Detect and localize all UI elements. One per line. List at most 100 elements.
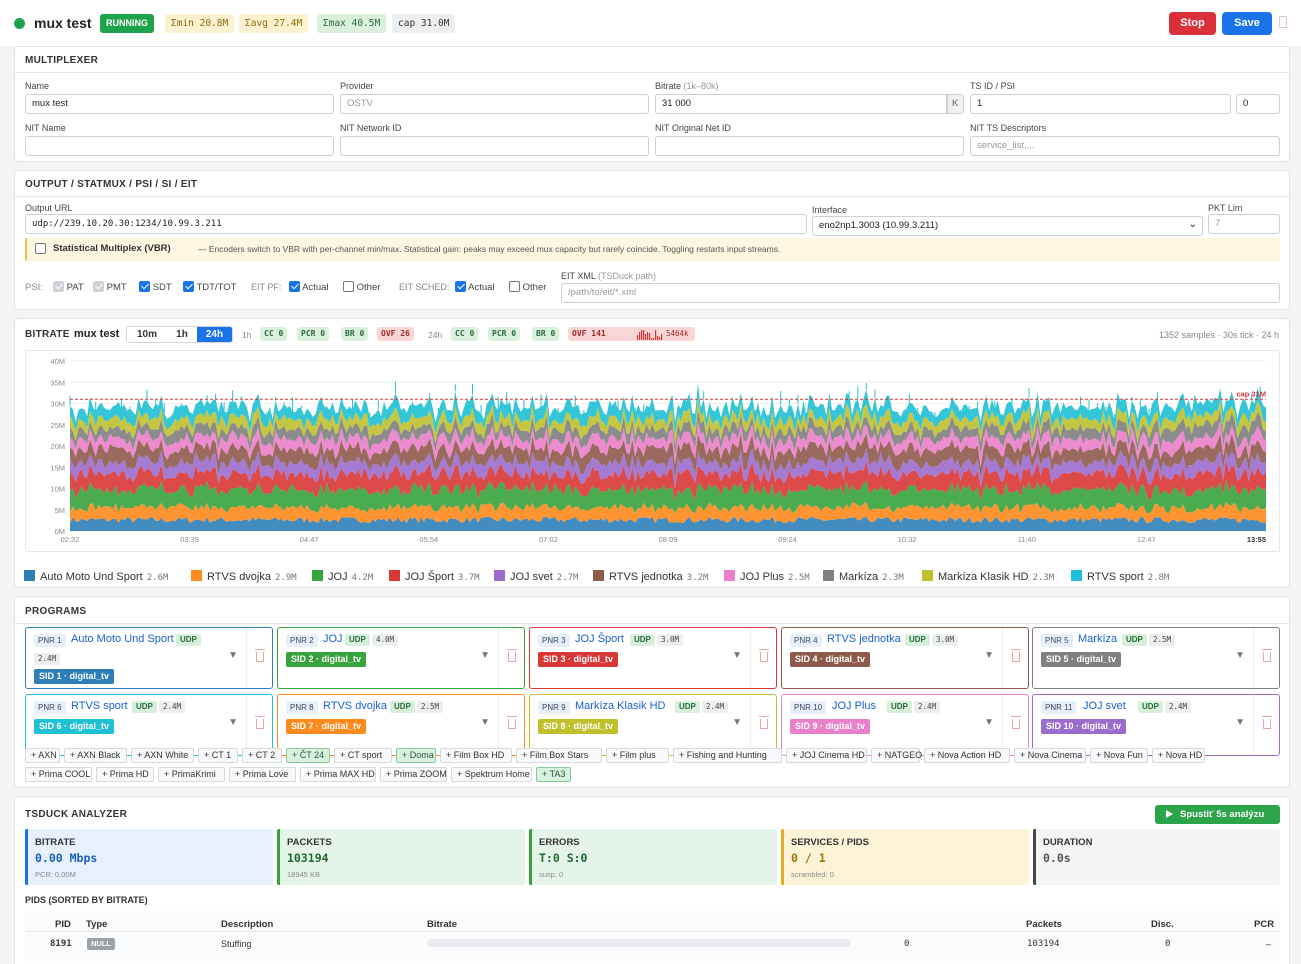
- add-program-button[interactable]: + Nova Action HD: [924, 748, 1010, 763]
- add-program-button[interactable]: + TA3: [536, 767, 571, 782]
- chevron-down-icon[interactable]: ▼: [228, 717, 238, 728]
- remove-program-button[interactable]: [498, 628, 524, 688]
- save-button[interactable]: Save: [1222, 12, 1272, 35]
- legend-item[interactable]: JOJ 4.2M: [312, 570, 373, 583]
- add-program-button[interactable]: + Film plus: [606, 748, 669, 763]
- add-program-button[interactable]: + AXN: [25, 748, 60, 763]
- program-name[interactable]: JOJ Plus: [832, 700, 877, 712]
- add-program-button[interactable]: + CT 1: [198, 748, 238, 763]
- provider-input[interactable]: OSTV: [340, 94, 649, 114]
- add-program-button[interactable]: + Prima Love: [229, 767, 296, 782]
- chevron-down-icon[interactable]: ▼: [984, 650, 994, 661]
- program-name[interactable]: RTVS jednotka: [827, 633, 901, 645]
- add-program-button[interactable]: + Nova Fun: [1090, 748, 1148, 763]
- program-card[interactable]: PNR 3 JOJ Šport UDP 3.0M SID 3 · digital…: [529, 627, 777, 689]
- name-input[interactable]: mux test: [25, 94, 334, 114]
- add-program-button[interactable]: + Prima MAX HD: [300, 767, 376, 782]
- legend-item[interactable]: RTVS sport 2.8M: [1071, 570, 1169, 583]
- add-program-button[interactable]: + Doma: [396, 748, 436, 763]
- program-name[interactable]: JOJ Šport: [575, 633, 624, 645]
- remove-program-button[interactable]: [750, 628, 776, 688]
- legend-item[interactable]: Markíza 2.3M: [823, 570, 904, 583]
- delete-mux-icon[interactable]: [1279, 16, 1287, 28]
- pkt-limit-input[interactable]: 7: [1208, 214, 1280, 234]
- add-program-button[interactable]: + Fishing and Hunting: [673, 748, 782, 763]
- run-analysis-button[interactable]: Spustiť 5s analýzu: [1155, 805, 1280, 824]
- add-program-button[interactable]: + Prima HD: [96, 767, 154, 782]
- tab-1h[interactable]: 1h: [176, 329, 188, 340]
- program-card[interactable]: PNR 1 Auto Moto Und Sport UDP 2.4M SID 1…: [25, 627, 273, 689]
- add-program-button[interactable]: + Prima ZOOM: [380, 767, 447, 782]
- tdt-check[interactable]: TDT/TOT: [183, 281, 236, 293]
- chevron-down-icon[interactable]: ▼: [732, 717, 742, 728]
- remove-program-button[interactable]: [1002, 628, 1028, 688]
- add-program-button[interactable]: + JOJ Cinema HD: [786, 748, 867, 763]
- nit-name-input[interactable]: [25, 136, 334, 156]
- add-program-button[interactable]: + Spektrum Home: [451, 767, 532, 782]
- remove-program-button[interactable]: [246, 628, 272, 688]
- remove-program-button[interactable]: [1253, 695, 1279, 755]
- program-name[interactable]: RTVS dvojka: [323, 700, 387, 712]
- legend-item[interactable]: JOJ Plus 2.5M: [724, 570, 810, 583]
- add-program-button[interactable]: + Prima COOL: [25, 767, 92, 782]
- add-program-button[interactable]: + Nova Cinema: [1014, 748, 1086, 763]
- program-name[interactable]: Markíza: [1078, 633, 1118, 645]
- add-program-button[interactable]: + CT sport: [334, 748, 392, 763]
- program-name[interactable]: JOJ: [323, 633, 343, 645]
- interface-select[interactable]: eno2np1.3003 (10.99.3.211) ⌄: [812, 216, 1203, 236]
- chevron-down-icon[interactable]: ▼: [228, 650, 238, 661]
- remove-program-button[interactable]: [498, 695, 524, 755]
- chevron-down-icon[interactable]: ▼: [732, 650, 742, 661]
- add-program-button[interactable]: + Film Box Stars: [516, 748, 602, 763]
- program-name[interactable]: RTVS sport: [71, 700, 128, 712]
- program-card[interactable]: PNR 4 RTVS jednotka UDP 3.0M SID 4 · dig…: [781, 627, 1029, 689]
- add-program-button[interactable]: + Film Box HD: [440, 748, 512, 763]
- stop-button[interactable]: Stop: [1169, 12, 1216, 35]
- chevron-down-icon[interactable]: ▼: [984, 717, 994, 728]
- bitrate-input[interactable]: 31 000: [655, 94, 947, 114]
- tab-10m[interactable]: 10m: [136, 329, 157, 340]
- program-name[interactable]: Auto Moto Und Sport: [71, 633, 174, 645]
- chevron-down-icon[interactable]: ▼: [1235, 650, 1245, 661]
- remove-program-button[interactable]: [1002, 695, 1028, 755]
- legend-item[interactable]: JOJ Šport 3.7M: [389, 570, 480, 583]
- vbr-checkbox[interactable]: [35, 243, 46, 254]
- program-card[interactable]: PNR 2 JOJ UDP 4.0M SID 2 · digital_tv ▼: [277, 627, 525, 689]
- remove-program-button[interactable]: [1253, 628, 1279, 688]
- program-card[interactable]: PNR 6 RTVS sport UDP 2.4M SID 6 · digita…: [25, 694, 273, 756]
- program-card[interactable]: PNR 10 JOJ Plus UDP 2.4M SID 9 · digital…: [781, 694, 1029, 756]
- eit-sched-other-check[interactable]: Other: [509, 281, 546, 293]
- eit-pf-actual-check[interactable]: Actual: [289, 281, 329, 293]
- legend-item[interactable]: JOJ svet 2.7M: [494, 570, 578, 583]
- psi-version-input[interactable]: 0: [1236, 94, 1280, 114]
- eit-xml-input[interactable]: /path/to/eit/*.xml: [561, 283, 1280, 303]
- add-program-button[interactable]: + NATGEO: [871, 748, 922, 763]
- remove-program-button[interactable]: [750, 695, 776, 755]
- sdt-check[interactable]: SDT: [139, 281, 172, 293]
- chevron-down-icon[interactable]: ▼: [480, 650, 490, 661]
- legend-item[interactable]: RTVS jednotka 3.2M: [593, 570, 708, 583]
- tsid-input[interactable]: 1: [970, 94, 1231, 114]
- eit-sched-actual-check[interactable]: Actual: [455, 281, 495, 293]
- chevron-down-icon[interactable]: ▼: [1235, 717, 1245, 728]
- remove-program-button[interactable]: [246, 695, 272, 755]
- legend-item[interactable]: RTVS dvojka 2.9M: [191, 570, 297, 583]
- program-card[interactable]: PNR 11 JOJ svet UDP 2.4M SID 10 · digita…: [1032, 694, 1280, 756]
- add-program-button[interactable]: + CT 2: [242, 748, 282, 763]
- nit-desc-input[interactable]: service_list,...: [970, 136, 1280, 156]
- program-card[interactable]: PNR 9 Markíza Klasik HD UDP 2.4M SID 8 ·…: [529, 694, 777, 756]
- nit-onid-input[interactable]: [655, 136, 964, 156]
- output-url-input[interactable]: udp://239.10.20.30:1234/10.99.3.211: [25, 214, 807, 234]
- add-program-button[interactable]: + Nova HD: [1152, 748, 1205, 763]
- program-name[interactable]: JOJ svet: [1083, 700, 1126, 712]
- program-name[interactable]: Markíza Klasik HD: [575, 700, 666, 712]
- add-program-button[interactable]: + AXN Black: [64, 748, 127, 763]
- add-program-button[interactable]: + AXN White: [131, 748, 194, 763]
- legend-item[interactable]: Auto Moto Und Sport 2.6M: [24, 570, 168, 583]
- eit-pf-other-check[interactable]: Other: [343, 281, 380, 293]
- program-card[interactable]: PNR 8 RTVS dvojka UDP 2.5M SID 7 · digit…: [277, 694, 525, 756]
- tab-24h[interactable]: 24h: [197, 327, 232, 342]
- add-program-button[interactable]: + PrimaKrimi: [158, 767, 225, 782]
- add-program-button[interactable]: + ČT 24: [286, 748, 330, 763]
- nit-netid-input[interactable]: [340, 136, 649, 156]
